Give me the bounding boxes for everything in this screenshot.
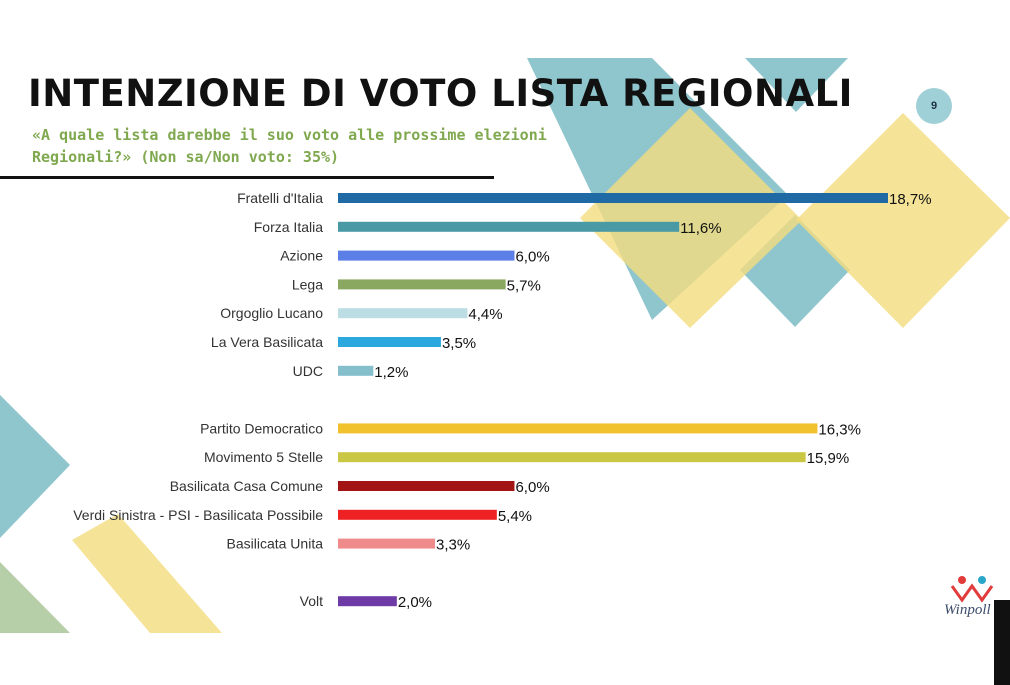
bar — [338, 250, 515, 261]
bar — [338, 308, 468, 319]
category-label: Partito Democratico — [200, 420, 323, 436]
bar — [338, 423, 818, 434]
category-label: Movimento 5 Stelle — [204, 449, 323, 465]
deco-teal-shape-top-right — [745, 58, 848, 112]
bar — [338, 279, 506, 290]
logo-v-mark-icon — [950, 583, 994, 603]
value-label: 2,0% — [398, 594, 432, 611]
category-label: Azione — [280, 248, 323, 264]
value-label: 16,3% — [818, 421, 861, 438]
bar — [338, 481, 515, 491]
bar — [338, 365, 374, 376]
category-label: La Vera Basilicata — [211, 334, 323, 350]
bar — [338, 452, 806, 463]
chart-subtitle: «A quale lista darebbe il suo voto alle … — [32, 126, 547, 166]
deco-green-triangle-bottom-left — [0, 562, 70, 633]
bar — [338, 193, 888, 203]
value-label: 5,7% — [507, 277, 541, 294]
winpoll-logo: Winpoll — [944, 576, 994, 618]
category-label: UDC — [293, 363, 323, 379]
bar — [338, 538, 436, 549]
category-label: Orgoglio Lucano — [220, 305, 323, 321]
bar — [338, 596, 397, 607]
bar — [338, 221, 680, 232]
category-label: Basilicata Unita — [227, 536, 324, 552]
logo-wordmark: Winpoll — [944, 602, 991, 618]
value-label: 4,4% — [468, 306, 502, 323]
value-label: 3,5% — [442, 335, 476, 352]
deco-teal-triangle-left — [0, 395, 70, 538]
value-label: 6,0% — [515, 249, 549, 266]
bar — [338, 337, 441, 347]
deco-yellow-diamond-left — [580, 108, 802, 328]
bar-chart: Fratelli d'Italia 18,7% Forza Italia 11,6% A… — [73, 190, 932, 611]
logo-head-red-icon — [958, 576, 966, 584]
page-number-badge: 9 — [916, 88, 952, 124]
category-label: Verdi Sinistra - PSI - Basilicata Possib… — [73, 507, 323, 523]
value-label: 11,6% — [680, 220, 721, 237]
deco-yellow-strip-bottom-left — [72, 514, 222, 633]
value-label: 18,7% — [889, 191, 932, 208]
category-label: Forza Italia — [254, 219, 323, 235]
category-label: Fratelli d'Italia — [237, 190, 323, 206]
value-label: 15,9% — [807, 450, 850, 467]
category-label: Volt — [300, 593, 323, 609]
value-label: 1,2% — [374, 364, 408, 381]
page-edge — [994, 600, 1010, 685]
bar — [338, 509, 497, 520]
value-label: 5,4% — [498, 508, 532, 525]
value-label: 6,0% — [515, 479, 549, 496]
category-label: Basilicata Casa Comune — [170, 478, 324, 494]
logo-head-blue-icon — [978, 576, 986, 584]
page-title: INTENZIONE DI VOTO LISTA REGIONALI — [28, 72, 853, 115]
category-label: Lega — [292, 276, 323, 292]
deco-yellow-diamond-right — [796, 113, 1010, 328]
title-divider — [0, 176, 494, 179]
value-label: 3,3% — [436, 537, 470, 554]
